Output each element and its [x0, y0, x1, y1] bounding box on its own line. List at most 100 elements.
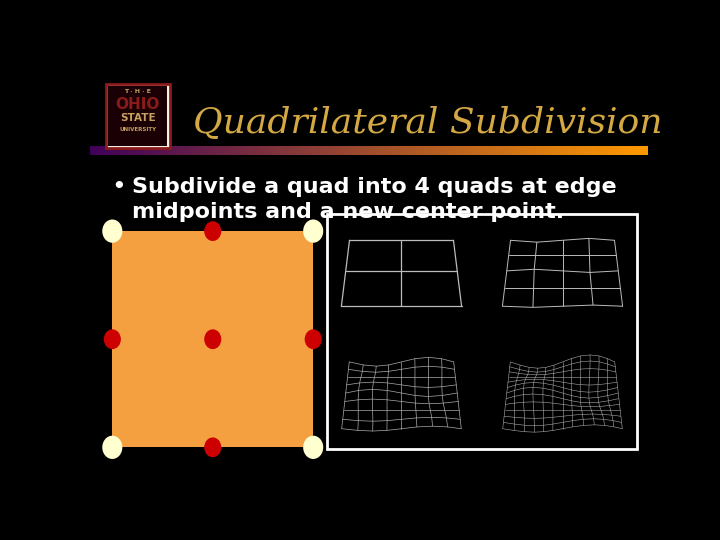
Bar — [598, 146, 600, 156]
Bar — [392, 146, 393, 156]
Bar — [276, 146, 278, 156]
Bar — [144, 146, 145, 156]
Bar — [205, 146, 207, 156]
Bar — [427, 146, 428, 156]
Bar — [142, 146, 144, 156]
Bar — [341, 146, 343, 156]
Ellipse shape — [204, 437, 221, 457]
Bar — [90, 146, 92, 156]
Bar — [516, 146, 518, 156]
Bar — [224, 146, 226, 156]
Bar — [593, 146, 594, 156]
Bar — [304, 146, 306, 156]
Bar — [415, 146, 418, 156]
Bar — [603, 146, 606, 156]
Bar — [181, 146, 183, 156]
Bar — [462, 146, 464, 156]
Bar — [544, 146, 546, 156]
Bar — [345, 146, 347, 156]
Bar — [336, 146, 338, 156]
Bar — [161, 146, 163, 156]
Bar — [196, 146, 198, 156]
Bar — [642, 146, 644, 156]
Bar — [222, 146, 224, 156]
Bar — [451, 146, 453, 156]
Bar — [529, 146, 531, 156]
Text: •: • — [111, 176, 126, 199]
Bar — [177, 146, 179, 156]
Bar — [585, 146, 587, 156]
Bar — [332, 146, 333, 156]
Bar — [432, 146, 434, 156]
Bar — [380, 146, 382, 156]
Bar — [135, 146, 137, 156]
Bar — [633, 146, 635, 156]
Bar — [233, 146, 235, 156]
Bar — [174, 146, 176, 156]
Bar — [186, 146, 189, 156]
Bar — [549, 146, 552, 156]
Bar — [587, 146, 588, 156]
Bar — [109, 85, 167, 146]
Bar — [425, 146, 427, 156]
Bar — [421, 146, 423, 156]
Bar — [533, 146, 534, 156]
Bar — [600, 146, 601, 156]
Bar — [110, 146, 112, 156]
Bar — [644, 146, 646, 156]
Bar — [103, 146, 105, 156]
Bar — [202, 146, 204, 156]
Bar — [521, 146, 523, 156]
Bar — [559, 146, 561, 156]
Bar — [441, 146, 444, 156]
Bar — [259, 146, 261, 156]
Bar — [601, 146, 603, 156]
Bar — [240, 146, 243, 156]
Bar — [440, 146, 441, 156]
Bar — [358, 146, 360, 156]
Bar — [351, 146, 352, 156]
Bar — [575, 146, 577, 156]
Bar — [284, 146, 285, 156]
Bar — [548, 146, 549, 156]
Bar — [243, 146, 244, 156]
Bar — [635, 146, 637, 156]
Bar — [616, 146, 618, 156]
Bar — [594, 146, 596, 156]
Bar — [343, 146, 345, 156]
Bar — [646, 146, 648, 156]
Bar — [252, 146, 253, 156]
Bar — [539, 146, 540, 156]
Bar — [397, 146, 399, 156]
Bar — [263, 146, 265, 156]
Bar — [204, 146, 205, 156]
Bar — [164, 146, 166, 156]
Bar — [129, 146, 131, 156]
Bar — [338, 146, 339, 156]
Bar — [172, 146, 174, 156]
Bar — [453, 146, 454, 156]
Bar — [378, 146, 380, 156]
Bar — [473, 146, 475, 156]
Bar — [326, 146, 328, 156]
Bar — [319, 146, 320, 156]
Bar — [218, 146, 220, 156]
Bar — [217, 146, 218, 156]
Bar — [590, 146, 593, 156]
Bar — [192, 146, 194, 156]
Bar — [514, 146, 516, 156]
Bar — [271, 146, 272, 156]
Bar — [629, 146, 631, 156]
Bar — [562, 146, 564, 156]
Bar — [282, 146, 284, 156]
Bar — [482, 146, 485, 156]
Bar — [101, 146, 103, 156]
Bar — [294, 146, 297, 156]
Bar — [253, 146, 256, 156]
Bar — [456, 146, 458, 156]
Bar — [555, 146, 557, 156]
Bar — [438, 146, 440, 156]
Bar — [97, 146, 99, 156]
Bar — [445, 146, 447, 156]
Bar — [220, 146, 222, 156]
